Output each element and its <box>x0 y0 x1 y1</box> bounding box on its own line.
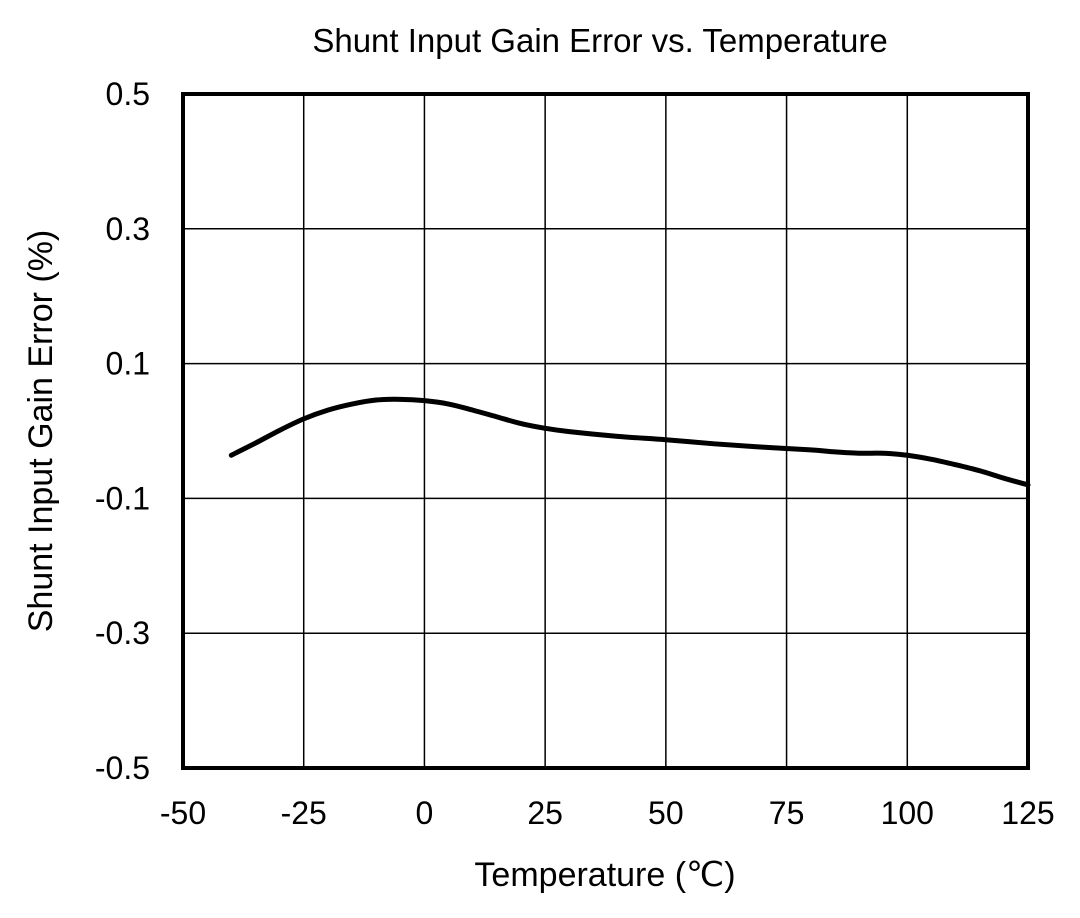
y-tick-labels: -0.5 -0.3 -0.1 0.1 0.3 0.5 <box>95 76 150 786</box>
y-tick-label: 0.1 <box>106 346 150 382</box>
y-axis-label: Shunt Input Gain Error (%) <box>22 230 60 633</box>
x-tick-label: 25 <box>527 795 563 831</box>
chart-title: Shunt Input Gain Error vs. Temperature <box>312 22 887 59</box>
x-tick-label: 100 <box>881 795 934 831</box>
x-tick-labels: -50 -25 0 25 50 75 100 125 <box>160 795 1055 831</box>
x-tick-label: 0 <box>416 795 434 831</box>
y-tick-label: -0.1 <box>95 480 150 516</box>
x-axis-label: Temperature (℃) <box>474 856 735 894</box>
x-tick-label: -25 <box>281 795 327 831</box>
plot-frame <box>181 92 1030 770</box>
grid-lines <box>183 94 1028 768</box>
y-tick-label: -0.5 <box>95 750 150 786</box>
y-tick-label: -0.3 <box>95 615 150 651</box>
y-tick-label: 0.5 <box>106 76 150 112</box>
series-line <box>228 396 1031 488</box>
series-layer <box>228 396 1031 488</box>
x-tick-label: 75 <box>769 795 805 831</box>
x-tick-label: 50 <box>648 795 684 831</box>
x-tick-label: -50 <box>160 795 206 831</box>
y-tick-label: 0.3 <box>106 211 150 247</box>
x-tick-label: 125 <box>1001 795 1054 831</box>
